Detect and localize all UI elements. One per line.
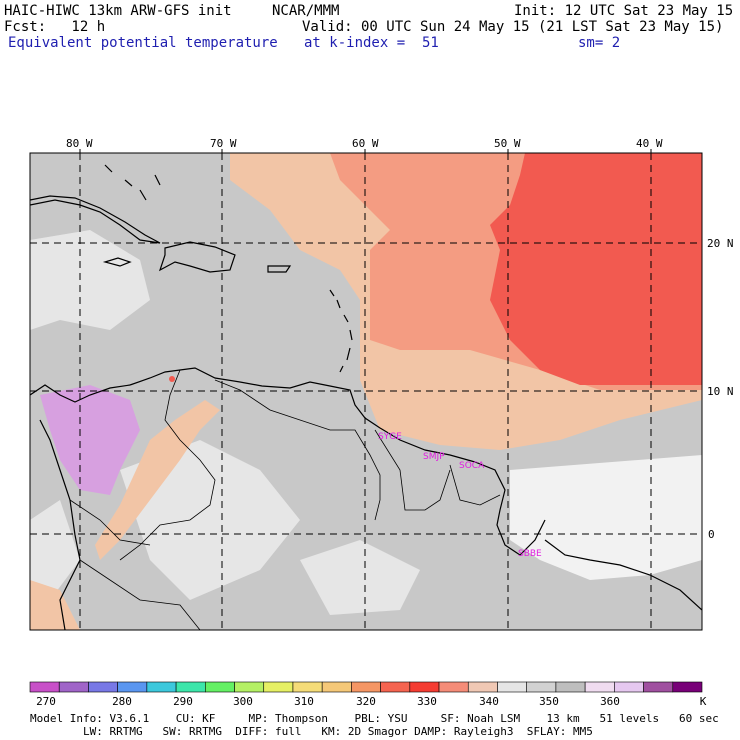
colorbar-swatch	[409, 681, 440, 693]
lon-ticks	[79, 149, 652, 153]
colorbar-swatch	[467, 681, 498, 693]
map-frame	[29, 152, 703, 631]
model-title: HAIC-HIWC 13km ARW-GFS init	[4, 3, 232, 19]
colorbar-swatch	[672, 681, 703, 693]
lon-label-70w: 70 W	[210, 137, 237, 150]
sw-peach	[30, 580, 80, 630]
colorbar-swatch	[234, 681, 265, 693]
graticule	[30, 153, 702, 630]
lon-label-40w: 40 W	[636, 137, 663, 150]
light-equator-band	[510, 455, 702, 580]
andes-peach	[95, 400, 220, 560]
colorbar-label-300: 300	[233, 695, 253, 708]
country-borders	[69, 369, 501, 630]
model-info-line2: LW: RRTMG SW: RRTMG DIFF: full KM: 2D Sm…	[30, 725, 593, 738]
colorbar-swatch	[292, 681, 323, 693]
colorbar-swatch	[555, 681, 586, 693]
colorbar-label-330: 330	[417, 695, 437, 708]
colorbar-swatch	[643, 681, 674, 693]
station-syge: SYGE	[378, 432, 402, 442]
colorbar-swatch	[263, 681, 294, 693]
colorbar-swatch	[497, 681, 527, 693]
red-spot	[169, 376, 175, 382]
lavender-region	[40, 385, 140, 495]
colorbar-label-340: 340	[479, 695, 499, 708]
colorbar-label-270: 270	[36, 695, 56, 708]
field-name: Equivalent potential temperature	[8, 35, 278, 51]
colorbar-swatch	[526, 681, 557, 693]
colorbar-label-280: 280	[112, 695, 132, 708]
colorbar-swatch	[175, 681, 206, 693]
lat-label-0: 0	[708, 528, 715, 541]
colorbar-label-290: 290	[173, 695, 193, 708]
valid-time: Valid: 00 UTC Sun 24 May 15 (21 LST Sat …	[302, 19, 724, 35]
colorbar-swatch	[584, 681, 615, 693]
model-info-line1: Model Info: V3.6.1 CU: KF MP: Thompson P…	[30, 712, 719, 725]
station-soca: SOCA	[459, 461, 485, 471]
colorbar-unit: K	[699, 695, 707, 708]
org-label: NCAR/MMM	[272, 3, 340, 19]
lat-label-10n: 10 N	[707, 385, 734, 398]
smoothing-label: sm= 2	[578, 35, 621, 51]
init-time: Init: 12 UTC Sat 23 May 15	[514, 3, 734, 19]
colorbar-swatch	[380, 681, 411, 693]
forecast-hour: Fcst: 12 h	[4, 19, 106, 35]
colorbar-swatch	[205, 681, 235, 693]
colorbar-swatch	[88, 681, 118, 693]
station-smjp: SMJP	[423, 452, 445, 462]
colorbar-swatch	[321, 681, 352, 693]
colorbar-swatch	[146, 681, 177, 693]
lon-label-80w: 80 W	[66, 137, 93, 150]
level-index: at k-index = 51	[304, 35, 439, 51]
colorbar-swatch	[117, 681, 148, 693]
colorbar-label-360: 360	[600, 695, 620, 708]
colorbar-swatch	[438, 681, 469, 693]
colorbar-swatch	[351, 681, 381, 693]
station-sbbe: SBBE	[518, 549, 542, 559]
colorbar-label-350: 350	[539, 695, 559, 708]
lat-label-20n: 20 N	[707, 237, 734, 250]
colorbar-swatch	[614, 681, 644, 693]
colorbar-swatch	[29, 681, 60, 693]
lon-label-50w: 50 W	[494, 137, 521, 150]
red-core	[490, 153, 702, 385]
lon-label-60w: 60 W	[352, 137, 379, 150]
colorbar-label-320: 320	[356, 695, 376, 708]
colorbar-swatch	[58, 681, 89, 693]
colorbar-label-310: 310	[294, 695, 314, 708]
light-grey-patches	[30, 230, 420, 615]
